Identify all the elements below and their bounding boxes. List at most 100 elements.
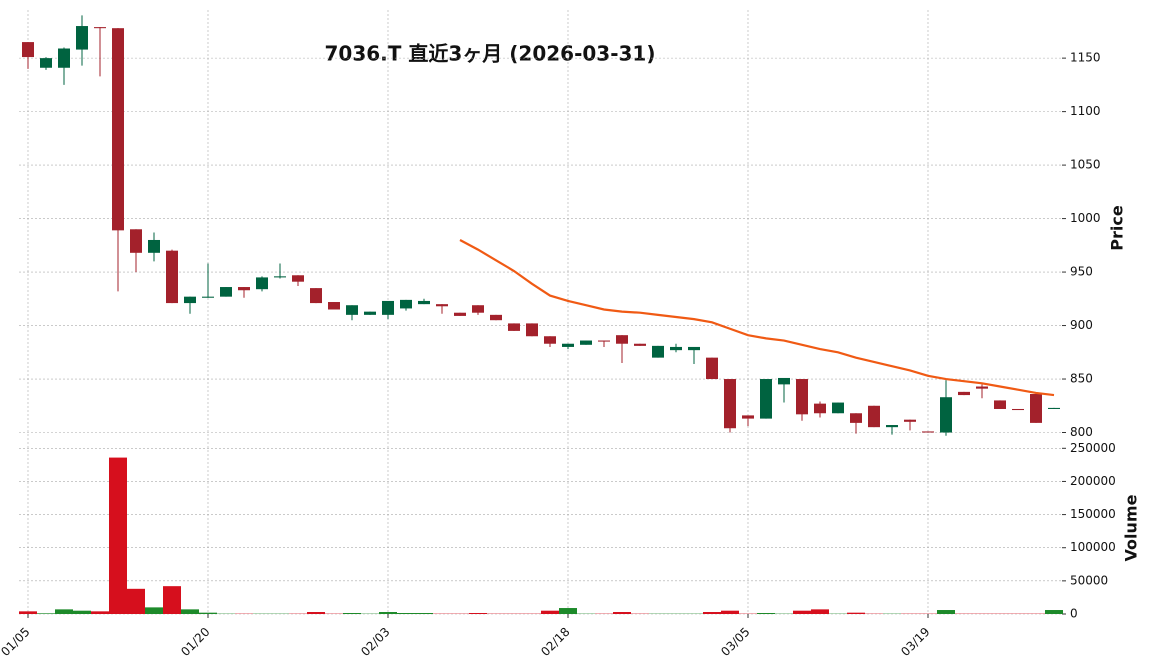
candle-body: [1030, 394, 1042, 423]
candle-body: [976, 386, 988, 389]
volume-bar: [757, 613, 775, 614]
volume-bar: [811, 609, 829, 614]
candle-body: [580, 340, 592, 345]
candle-body: [634, 343, 646, 346]
y-tick-label: 800: [1070, 425, 1093, 439]
candle-body: [346, 305, 358, 315]
candle-body: [724, 379, 736, 429]
candle-body: [292, 275, 304, 282]
y-tick-label: 1000: [1070, 211, 1101, 225]
volume-bar: [343, 613, 361, 614]
candle-body: [508, 323, 520, 331]
candle-body: [886, 425, 898, 428]
volume-bar: [37, 613, 55, 614]
x-tick-label: 01/20: [178, 625, 212, 659]
candle-body: [202, 296, 214, 298]
candle-body: [688, 346, 700, 351]
volume-bar: [73, 610, 91, 614]
candle-body: [256, 277, 268, 290]
candle-body: [40, 58, 52, 68]
volume-bar: [181, 609, 199, 614]
y-axis-title: Price: [1108, 205, 1127, 251]
volume-bar: [307, 612, 325, 614]
moving-average: [459, 239, 1055, 397]
volume-bar: [163, 586, 181, 614]
candle-body: [742, 415, 754, 419]
candle-body: [76, 26, 88, 50]
candle-body: [814, 403, 826, 414]
candle-body: [598, 340, 610, 342]
volume-bar: [127, 588, 145, 614]
candle-body: [22, 42, 34, 58]
volume-tick-label: 200000: [1070, 474, 1116, 488]
y-tick-label: 950: [1070, 265, 1093, 279]
candle-body: [922, 431, 934, 433]
volume-bar: [199, 612, 217, 614]
candle-body: [436, 304, 448, 307]
candle-body: [130, 229, 142, 253]
candle-body: [418, 300, 430, 305]
candle-body: [904, 419, 916, 422]
volume-bar: [145, 607, 163, 614]
candle-body: [616, 335, 628, 344]
candle-body: [958, 391, 970, 396]
chart-title: 7036.T 直近3ヶ月 (2026-03-31): [325, 42, 656, 66]
candle-body: [526, 323, 538, 337]
candle-body: [274, 276, 286, 278]
candle-body: [112, 28, 124, 231]
x-tick-label: 03/19: [898, 625, 932, 659]
candle-body: [832, 402, 844, 414]
x-tick-label: 02/18: [538, 625, 572, 659]
volume-tick-label: 100000: [1070, 540, 1116, 554]
candle-body: [490, 314, 502, 321]
volume-bar: [703, 612, 721, 614]
candle-body: [328, 302, 340, 310]
candle-body: [544, 336, 556, 344]
candle-body: [364, 311, 376, 315]
volume-bar: [847, 612, 865, 614]
candle-body: [166, 250, 178, 304]
candle-body: [1012, 408, 1024, 411]
candle-body: [238, 287, 250, 291]
candle-body: [994, 400, 1006, 409]
volume-bar: [379, 612, 397, 614]
volume-tick-label: 150000: [1070, 507, 1116, 521]
volume-bar: [937, 610, 955, 614]
candle-body: [706, 357, 718, 380]
x-tick-label: 01/05: [0, 625, 33, 659]
volume-bar: [397, 613, 415, 614]
volume-bar: [469, 613, 487, 614]
candle-body: [652, 345, 664, 358]
candle-body: [382, 300, 394, 315]
candle-body: [58, 48, 70, 68]
x-tick-label: 03/05: [718, 625, 752, 659]
candle-body: [670, 346, 682, 351]
volume-bar: [721, 610, 739, 614]
volume-tick-label: 250000: [1070, 441, 1116, 455]
y-tick-label: 850: [1070, 372, 1093, 386]
volume-bar: [1045, 610, 1063, 614]
volume-bar: [613, 612, 631, 614]
candle-body: [184, 296, 196, 304]
volume-bar: [793, 610, 811, 614]
y-tick-label: 1100: [1070, 104, 1101, 118]
y-tick-label: 1050: [1070, 158, 1101, 172]
volume-bar: [541, 610, 559, 614]
candle-body: [940, 397, 952, 433]
candle-body: [868, 405, 880, 428]
candle-body: [472, 305, 484, 313]
candle-body: [850, 413, 862, 423]
candle-body: [148, 239, 160, 253]
volume-tick-label: 0: [1070, 607, 1078, 621]
candle-body: [778, 377, 790, 385]
candle-body: [796, 379, 808, 415]
volume-bar: [109, 457, 127, 614]
y-tick-label: 1150: [1070, 51, 1101, 65]
volume-axis-title: Volume: [1122, 494, 1141, 561]
candle-body: [454, 312, 466, 316]
y-tick-label: 900: [1070, 318, 1093, 332]
candle-body: [310, 288, 322, 304]
candle-body: [760, 379, 772, 419]
candle-body: [400, 299, 412, 309]
